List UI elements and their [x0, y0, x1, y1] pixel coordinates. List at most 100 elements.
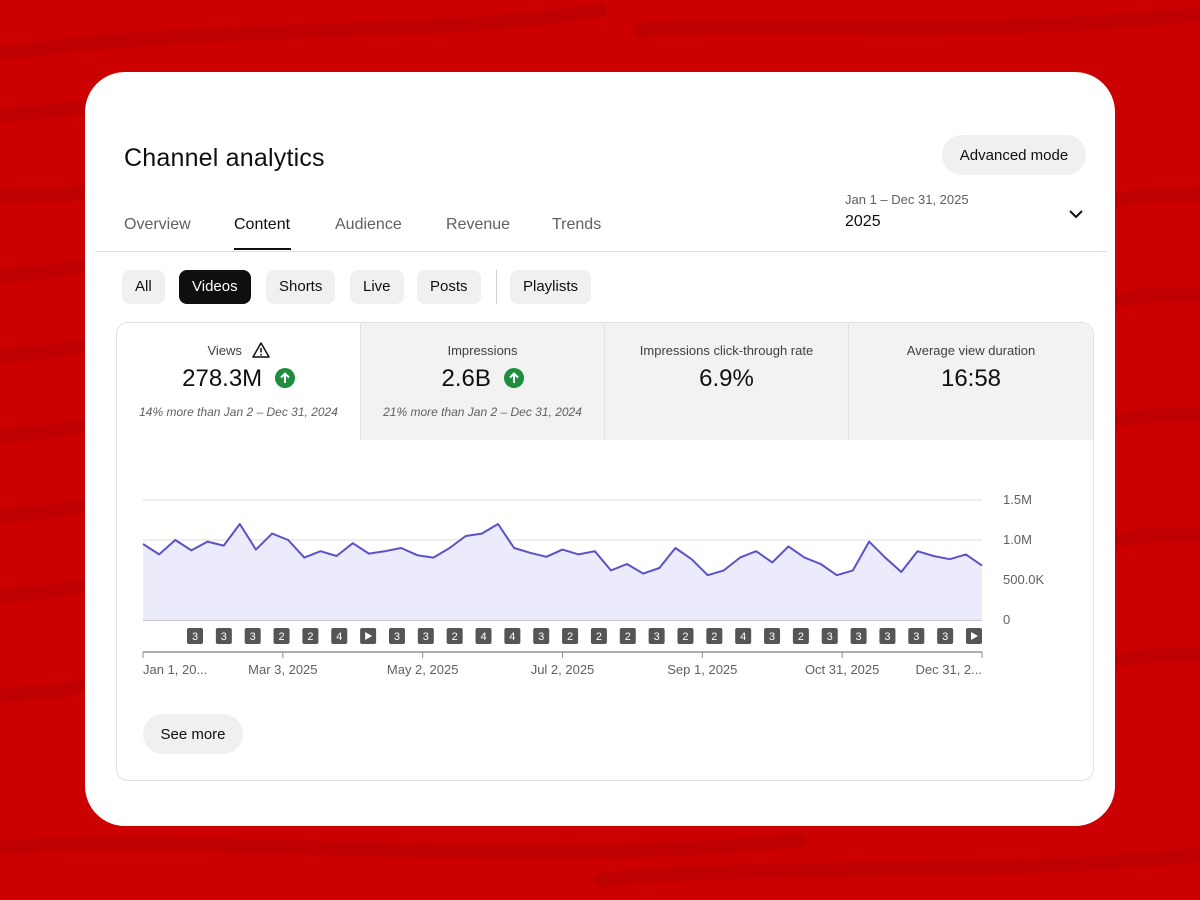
upload-marker-count: 4 [509, 631, 515, 643]
x-tick-label: Dec 31, 2... [916, 662, 982, 677]
upload-marker[interactable] [562, 628, 579, 644]
upload-marker[interactable] [302, 628, 319, 644]
upload-marker[interactable] [417, 628, 434, 644]
tab-audience[interactable]: Audience [335, 216, 402, 233]
upload-marker[interactable] [590, 628, 607, 644]
upload-marker[interactable] [533, 628, 550, 644]
upload-marker[interactable] [504, 628, 521, 644]
upload-marker[interactable] [648, 628, 665, 644]
filter-chip-all[interactable]: All [122, 270, 165, 304]
upload-marker-count: 4 [336, 631, 342, 643]
upload-marker-count: 2 [798, 631, 804, 643]
upload-marker-count: 2 [307, 631, 313, 643]
upload-marker[interactable] [677, 628, 694, 644]
views-line-chart[interactable]: 1.5M 1.0M 500.0K 0 3 3 3 2 2 4 3 3 2 4 4 3 2 2 2 3 2 2 4 3 2 3 3 3… [117, 440, 1093, 700]
play-icon [365, 632, 373, 640]
tab-trends[interactable]: Trends [552, 216, 602, 233]
date-range-picker[interactable]: Jan 1 – Dec 31, 2025 2025 [845, 192, 969, 231]
upload-marker[interactable] [850, 628, 867, 644]
metrics-panel: Views 278.3M 14% more than Jan 2 – Dec 3… [116, 322, 1094, 781]
page-title: Channel analytics [124, 144, 325, 172]
y-tick-label: 0 [1003, 612, 1010, 627]
filter-chip-shorts[interactable]: Shorts [266, 270, 336, 304]
tab-content[interactable]: Content [234, 216, 291, 233]
upload-marker[interactable] [937, 628, 954, 644]
see-more-button[interactable]: See more [143, 714, 243, 754]
metric-value-views: 278.3M [117, 365, 360, 393]
x-tick-label: May 2, 2025 [387, 662, 459, 677]
metric-value-ctr: 6.9% [699, 365, 754, 392]
upload-marker[interactable] [187, 628, 203, 644]
upload-marker-count: 3 [538, 631, 544, 643]
metric-value-impressions: 2.6B [361, 365, 604, 393]
upload-marker-count: 3 [769, 631, 775, 643]
upload-marker[interactable] [475, 628, 492, 644]
date-range-label: Jan 1 – Dec 31, 2025 [845, 192, 969, 207]
x-tick-label: Jan 1, 20... [143, 662, 207, 677]
upload-marker-count: 3 [221, 631, 227, 643]
y-tick-label: 1.0M [1003, 532, 1032, 547]
metric-compare-impressions: 21% more than Jan 2 – Dec 31, 2024 [383, 405, 582, 419]
tabs-divider [95, 251, 1107, 252]
metric-label-ctr: Impressions click-through rate [639, 343, 814, 358]
advanced-mode-button[interactable]: Advanced mode [942, 135, 1086, 175]
chip-divider [496, 270, 497, 304]
upload-marker[interactable] [908, 628, 925, 644]
upload-marker-count: 3 [423, 631, 429, 643]
upload-marker-count: 3 [827, 631, 833, 643]
upload-marker-count: 3 [913, 631, 919, 643]
analytics-card: Channel analytics Advanced mode Overview… [85, 72, 1115, 826]
x-tick-label: Sep 1, 2025 [667, 662, 737, 677]
x-tick-label: Mar 3, 2025 [248, 662, 317, 677]
upload-marker-count: 2 [567, 631, 573, 643]
upload-marker[interactable] [821, 628, 838, 644]
upload-marker-count: 4 [740, 631, 746, 643]
upload-marker-count: 3 [942, 631, 948, 643]
metric-card-views[interactable]: Views 278.3M 14% more than Jan 2 – Dec 3… [117, 323, 361, 440]
upload-marker[interactable] [244, 628, 261, 644]
upload-marker[interactable] [331, 628, 348, 644]
metric-value-avg-view-duration: 16:58 [940, 365, 1002, 392]
upload-marker[interactable] [388, 628, 405, 644]
warning-icon[interactable] [251, 341, 270, 358]
filter-chip-live[interactable]: Live [350, 270, 404, 304]
play-icon [971, 632, 978, 640]
upload-marker[interactable] [879, 628, 896, 644]
metric-value-impressions-text: 2.6B [441, 365, 491, 392]
upload-marker-count: 2 [596, 631, 602, 643]
upload-marker[interactable] [735, 628, 752, 644]
x-tick-label: Jul 2, 2025 [531, 662, 595, 677]
filter-chip-posts[interactable]: Posts [417, 270, 481, 304]
metric-card-avg-view-duration[interactable]: Average view duration 16:58 [849, 323, 1093, 440]
filter-chip-playlists[interactable]: Playlists [510, 270, 592, 304]
upload-marker-count: 2 [452, 631, 458, 643]
upload-marker[interactable] [792, 628, 809, 644]
active-tab-indicator [234, 248, 291, 250]
x-tick-label: Oct 31, 2025 [805, 662, 879, 677]
filter-chip-videos[interactable]: Videos [179, 270, 251, 304]
tab-revenue[interactable]: Revenue [446, 216, 511, 233]
metric-card-impressions[interactable]: Impressions 2.6B 21% more than Jan 2 – D… [361, 323, 605, 440]
metric-card-ctr[interactable]: Impressions click-through rate 6.9% [605, 323, 849, 440]
y-tick-label: 500.0K [1003, 572, 1045, 587]
upload-marker[interactable] [215, 628, 232, 644]
tab-overview[interactable]: Overview [124, 216, 191, 233]
upload-marker-count: 3 [394, 631, 400, 643]
upload-marker[interactable] [706, 628, 723, 644]
metric-label-impressions: Impressions [447, 343, 518, 358]
upload-marker[interactable] [273, 628, 290, 644]
upload-marker[interactable] [764, 628, 781, 644]
upload-marker[interactable] [446, 628, 463, 644]
chevron-down-icon[interactable] [1067, 205, 1085, 223]
upload-marker[interactable] [619, 628, 636, 644]
upload-marker-count: 4 [480, 631, 486, 643]
upload-marker-count: 3 [192, 631, 198, 643]
metric-value-views-text: 278.3M [182, 365, 263, 392]
metric-label-views: Views [117, 341, 360, 360]
upload-marker-count: 3 [884, 631, 890, 643]
upload-marker-count: 2 [682, 631, 688, 643]
metric-label-views-text: Views [207, 343, 242, 358]
upload-marker-count: 2 [711, 631, 717, 643]
trend-up-icon [503, 367, 524, 388]
